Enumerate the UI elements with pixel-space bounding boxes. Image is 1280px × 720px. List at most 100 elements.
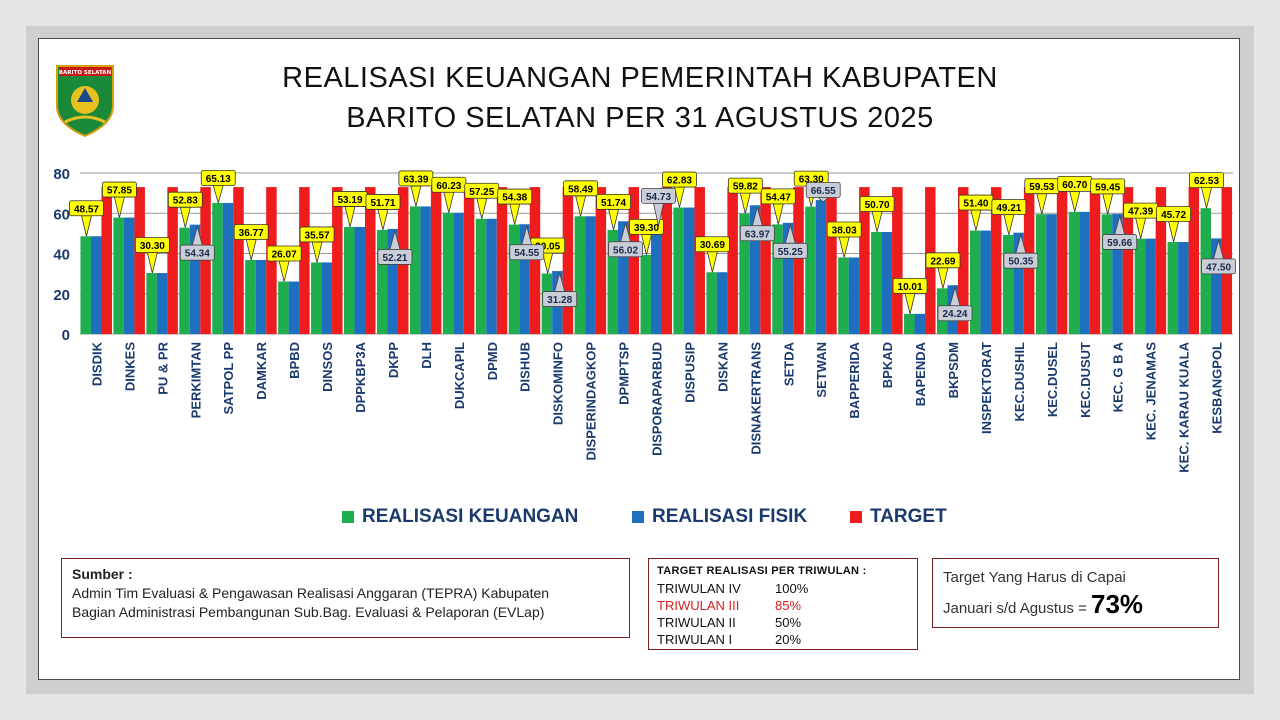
keuangan-data-label-box [596, 193, 631, 210]
x-tick-label: DAMKAR [254, 341, 269, 399]
triwulan-row: TRIWULAN I 20% [657, 631, 909, 648]
bar-keuangan [607, 229, 619, 334]
keuangan-data-label-pointer [509, 203, 521, 225]
fisik-data-label-box [739, 225, 775, 242]
fisik-data-label-box [608, 241, 643, 258]
bar-target [1089, 187, 1101, 334]
x-tick-label: KEC. KARAU KUALA [1177, 341, 1192, 472]
x-tick-label: DPMPTSP [617, 342, 632, 405]
keuangan-data-label: 47.39 [1128, 207, 1153, 218]
keuangan-data-label-pointer [1135, 217, 1147, 239]
bar-fisik [618, 221, 629, 334]
keuangan-data-label-box [299, 226, 335, 243]
x-tick-label: DISPORAPARBUD [650, 342, 665, 456]
bar-keuangan [1101, 214, 1113, 334]
keuangan-data-label-box [1090, 178, 1126, 195]
bar-fisik [1211, 238, 1222, 334]
x-tick-label: KEC.DUSUT [1078, 342, 1093, 418]
fisik-data-label-box [179, 244, 215, 261]
fisik-data-label-box [509, 244, 545, 261]
bar-target [990, 187, 1002, 334]
bar-fisik [585, 216, 596, 334]
bar-keuangan [245, 260, 256, 334]
bar-keuangan [805, 206, 816, 334]
keuangan-data-label-pointer [212, 185, 224, 205]
x-tick-label: KEC. G B A [1111, 341, 1126, 412]
y-tick-label: 20 [53, 287, 70, 304]
bar-keuangan [1002, 234, 1014, 334]
bar-keuangan [706, 272, 717, 334]
keuangan-data-label-pointer [838, 236, 850, 258]
bar-target [562, 187, 574, 334]
fisik-data-label: 50.35 [1008, 257, 1033, 268]
bar-fisik [815, 200, 827, 334]
keuangan-data-label: 50.70 [865, 200, 890, 211]
bar-fisik [1178, 241, 1189, 334]
bar-target [200, 187, 211, 334]
bar-fisik [1079, 211, 1090, 334]
triwulan-row: TRIWULAN IV 100% [657, 580, 909, 597]
chart-title-line1: REALISASI KEUANGAN PEMERINTAH KABUPATEN [282, 62, 998, 94]
keuangan-data-label: 59.45 [1095, 182, 1120, 193]
x-tick-label: KEC.DUSHIL [1012, 342, 1027, 422]
fisik-data-label: 54.73 [646, 192, 671, 203]
bar-fisik [156, 273, 168, 334]
bar-target [694, 187, 705, 334]
bar-fisik [222, 202, 234, 334]
fisik-data-label: 63.97 [745, 229, 770, 240]
keuangan-data-label-pointer [410, 185, 422, 207]
bar-target [859, 187, 870, 334]
x-tick-label: DISKOMINFO [551, 342, 566, 425]
bar-keuangan [80, 236, 91, 334]
bar-fisik [914, 313, 926, 334]
x-tick-label: DPPKBP3A [353, 341, 368, 412]
bar-target [101, 187, 112, 334]
bar-keuangan [640, 254, 651, 334]
keuangan-data-label-box [629, 219, 664, 235]
bar-keuangan [508, 224, 520, 334]
legend-item-keuangan: REALISASI KEUANGAN [342, 506, 578, 528]
x-tick-label: SETWAN [814, 342, 829, 398]
fisik-data-label: 54.34 [185, 249, 210, 260]
keuangan-data-label-pointer [1201, 187, 1213, 209]
target-capai-line2: Januari s/d Agustus = [943, 600, 1087, 617]
bar-target [463, 187, 475, 334]
bar-keuangan [772, 224, 783, 334]
fisik-data-label: 47.50 [1206, 262, 1231, 273]
keuangan-data-label-box [694, 236, 730, 253]
keuangan-data-label-box [662, 171, 697, 188]
keuangan-data-label-box [760, 188, 796, 205]
fisik-data-label: 56.02 [613, 245, 638, 256]
keuangan-data-label-pointer [245, 239, 257, 261]
x-tick-label: KEC. JENAMAS [1144, 342, 1159, 441]
keuangan-data-label: 10.01 [898, 282, 923, 293]
bar-target [134, 187, 145, 334]
legend-item-fisik: REALISASI FISIK [632, 506, 807, 528]
bar-fisik [881, 231, 893, 334]
fisik-data-label: 52.21 [382, 253, 407, 264]
keuangan-data-label-pointer [937, 267, 949, 289]
bar-keuangan [574, 216, 586, 334]
triwulan-row: TRIWULAN II 50% [657, 614, 909, 631]
keuangan-data-label: 49.21 [996, 203, 1021, 214]
legend-label-target: TARGET [870, 506, 947, 527]
x-tick-label: BAPPERIDA [847, 341, 862, 418]
logo-text: BARITO SELATAN [59, 70, 112, 76]
x-tick-label: PU & PR [155, 341, 170, 394]
keuangan-data-label: 62.83 [667, 176, 692, 187]
keuangan-data-label: 36.77 [239, 228, 264, 239]
keuangan-data-label-pointer [443, 191, 455, 213]
y-tick-label: 80 [53, 166, 70, 183]
keuangan-data-label: 52.83 [173, 196, 198, 207]
y-tick-label: 0 [62, 327, 70, 344]
fisik-data-label: 59.66 [1107, 238, 1132, 249]
bar-target [1056, 187, 1068, 334]
bar-target [430, 187, 442, 334]
keuangan-data-label: 54.38 [502, 193, 527, 204]
bar-keuangan [442, 212, 454, 334]
y-tick-label: 60 [53, 206, 70, 223]
keuangan-data-label-pointer [146, 252, 158, 274]
bar-target [793, 187, 804, 334]
bar-target [496, 187, 508, 334]
x-tick-label: DKPP [386, 342, 401, 378]
